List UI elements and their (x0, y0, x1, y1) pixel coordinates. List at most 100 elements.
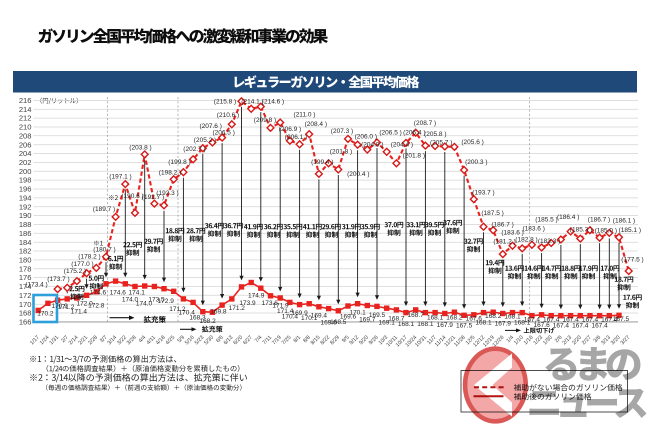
svg-text:167.5: 167.5 (613, 316, 630, 323)
svg-text:3/14: 3/14 (107, 335, 119, 347)
svg-text:169.1: 169.1 (379, 319, 396, 326)
svg-text:(185.3 ): (185.3 ) (570, 227, 592, 234)
svg-text:(206.5 ): (206.5 ) (379, 130, 401, 137)
svg-text:167.4: 167.4 (591, 323, 608, 330)
svg-text:(193.7 ): (193.7 ) (472, 190, 494, 197)
svg-text:171.4: 171.4 (277, 308, 294, 315)
svg-text:4/25: 4/25 (165, 335, 177, 347)
svg-text:186: 186 (19, 229, 32, 238)
svg-text:4/18: 4/18 (155, 335, 167, 347)
svg-text:8/1: 8/1 (293, 335, 303, 345)
svg-text:7/25: 7/25 (281, 335, 293, 347)
svg-text:3/28: 3/28 (126, 335, 138, 347)
svg-text:3/13: 3/13 (600, 335, 612, 347)
svg-text:169.5: 169.5 (369, 312, 386, 319)
svg-text:(205.6 ): (205.6 ) (461, 139, 483, 146)
svg-text:171.4: 171.4 (71, 309, 88, 316)
svg-text:169.6: 169.6 (340, 314, 357, 321)
svg-text:(214.6 ): (214.6 ) (262, 99, 284, 106)
svg-text:172.0: 172.0 (76, 300, 93, 307)
svg-text:3/27: 3/27 (620, 335, 632, 347)
svg-text:(206.5 ): (206.5 ) (212, 130, 234, 137)
svg-text:(177.5 ): (177.5 ) (621, 256, 643, 263)
svg-text:3/20: 3/20 (610, 335, 622, 347)
svg-text:(183.3 ): (183.3 ) (538, 238, 560, 245)
svg-text:166: 166 (19, 318, 32, 327)
svg-text:173.9: 173.9 (239, 300, 256, 307)
svg-text:(203.8 ): (203.8 ) (129, 145, 151, 152)
svg-text:(186.1 ): (186.1 ) (613, 218, 635, 225)
svg-text:(207.3 ): (207.3 ) (331, 128, 353, 135)
svg-text:192: 192 (19, 202, 32, 211)
svg-text:210: 210 (19, 123, 32, 132)
svg-text:178: 178 (19, 264, 32, 273)
svg-text:3/6: 3/6 (593, 335, 603, 345)
svg-text:184: 184 (19, 238, 32, 247)
svg-text:(182.8 ): (182.8 ) (515, 237, 537, 244)
svg-text:172.8: 172.8 (88, 302, 105, 309)
svg-text:169.0: 169.0 (320, 320, 337, 327)
svg-text:1/31: 1/31 (49, 335, 61, 347)
svg-text:202: 202 (19, 158, 32, 167)
svg-text:5/16: 5/16 (184, 335, 196, 347)
svg-text:176: 176 (19, 273, 32, 282)
svg-text:1/30: 1/30 (542, 335, 554, 347)
svg-text:171.9: 171.9 (272, 302, 289, 309)
svg-text:2/13: 2/13 (562, 335, 574, 347)
svg-text:(192.3 ): (192.3 ) (156, 190, 178, 197)
svg-text:168: 168 (19, 309, 32, 318)
svg-text:168.2: 168.2 (485, 313, 502, 320)
svg-text:171.2: 171.2 (169, 306, 186, 313)
svg-text:(199.4 ): (199.4 ) (311, 159, 333, 166)
svg-text:167.4: 167.4 (543, 317, 560, 324)
svg-text:214: 214 (19, 105, 32, 114)
svg-text:(186.7 ): (186.7 ) (588, 217, 610, 224)
svg-text:3/7: 3/7 (99, 335, 109, 345)
svg-text:(210.6 ): (210.6 ) (217, 112, 239, 119)
svg-text:168.2: 168.2 (446, 314, 463, 321)
svg-text:168.1: 168.1 (427, 315, 444, 322)
svg-text:212: 212 (19, 114, 32, 123)
svg-text:168.1: 168.1 (514, 320, 531, 327)
svg-text:(205.7 ): (205.7 ) (430, 139, 452, 146)
svg-text:174: 174 (19, 282, 32, 291)
svg-text:9/26: 9/26 (368, 335, 380, 347)
svg-text:170.1: 170.1 (349, 309, 366, 316)
svg-text:168.7: 168.7 (408, 312, 425, 319)
svg-text:6/13: 6/13 (223, 335, 235, 347)
svg-text:168.7: 168.7 (388, 316, 405, 323)
svg-text:(190.6 ): (190.6 ) (121, 193, 143, 200)
svg-text:(206.9 ): (206.9 ) (279, 126, 301, 133)
svg-text:8/22: 8/22 (320, 335, 332, 347)
svg-text:9/5: 9/5 (341, 335, 351, 345)
svg-text:206: 206 (19, 140, 32, 149)
svg-text:(185.1 ): (185.1 ) (619, 227, 641, 234)
svg-text:(185.0 ): (185.0 ) (595, 227, 617, 234)
svg-text:2/20: 2/20 (571, 335, 583, 347)
svg-text:(183.6 ): (183.6 ) (501, 230, 523, 237)
svg-text:5/9: 5/9 (176, 335, 186, 345)
svg-text:(208.7 ): (208.7 ) (414, 120, 436, 127)
svg-text:169.9: 169.9 (291, 310, 308, 317)
svg-text:(215.8 ): (215.8 ) (214, 99, 236, 106)
svg-text:5/30: 5/30 (203, 335, 215, 347)
svg-text:173.6: 173.6 (262, 300, 279, 307)
svg-text:167.9: 167.9 (495, 321, 512, 328)
svg-text:2/6: 2/6 (554, 335, 564, 345)
svg-text:2/14: 2/14 (68, 335, 80, 347)
svg-text:(208.4 ): (208.4 ) (305, 121, 327, 128)
svg-text:170.1: 170.1 (301, 315, 318, 322)
svg-text:169.4: 169.4 (311, 312, 328, 319)
svg-text:(185.5 ): (185.5 ) (535, 217, 557, 224)
svg-text:169.8: 169.8 (210, 309, 227, 316)
svg-text:171.2: 171.2 (58, 304, 75, 311)
svg-text:170.9: 170.9 (51, 303, 68, 310)
svg-text:168.2: 168.2 (199, 318, 216, 325)
svg-text:167.5: 167.5 (456, 322, 473, 329)
svg-text:171.2: 171.2 (229, 305, 246, 312)
svg-text:5/23: 5/23 (194, 335, 206, 347)
svg-text:168.1: 168.1 (504, 313, 521, 320)
svg-text:9/20: 9/20 (358, 335, 370, 347)
svg-text:(204.9 ): (204.9 ) (361, 142, 383, 149)
svg-text:174.6: 174.6 (90, 289, 107, 296)
